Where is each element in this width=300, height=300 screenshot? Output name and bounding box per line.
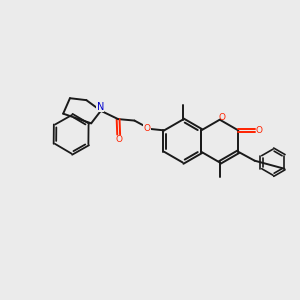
Text: N: N xyxy=(97,102,104,112)
Text: O: O xyxy=(256,126,262,135)
Text: O: O xyxy=(115,135,122,144)
Text: O: O xyxy=(143,124,150,133)
Text: O: O xyxy=(218,112,225,122)
